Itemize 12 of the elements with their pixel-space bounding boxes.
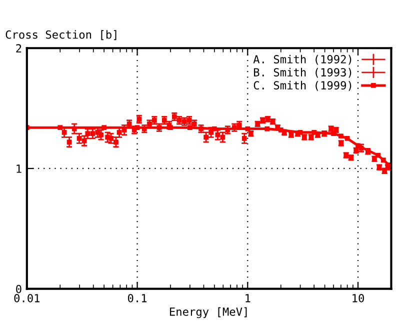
x-axis-title: Energy [MeV] <box>170 307 247 318</box>
legend-label: A. Smith (1992) <box>253 54 352 65</box>
x-tick-label: 0.01 <box>14 294 40 302</box>
legend-label: C. Smith (1999) <box>254 80 352 91</box>
y-tick-label: 0 <box>16 284 22 294</box>
x-tick-label: 1 <box>246 294 250 302</box>
x-tick-label: 0.1 <box>128 294 147 302</box>
y-tick-label: 1 <box>16 164 22 173</box>
legend-label: B. Smith (1993) <box>254 68 352 78</box>
x-tick-label: 10 <box>352 294 364 302</box>
y-axis-title: Cross Section [b] <box>6 30 116 40</box>
y-tick-label: 2 <box>16 44 22 52</box>
